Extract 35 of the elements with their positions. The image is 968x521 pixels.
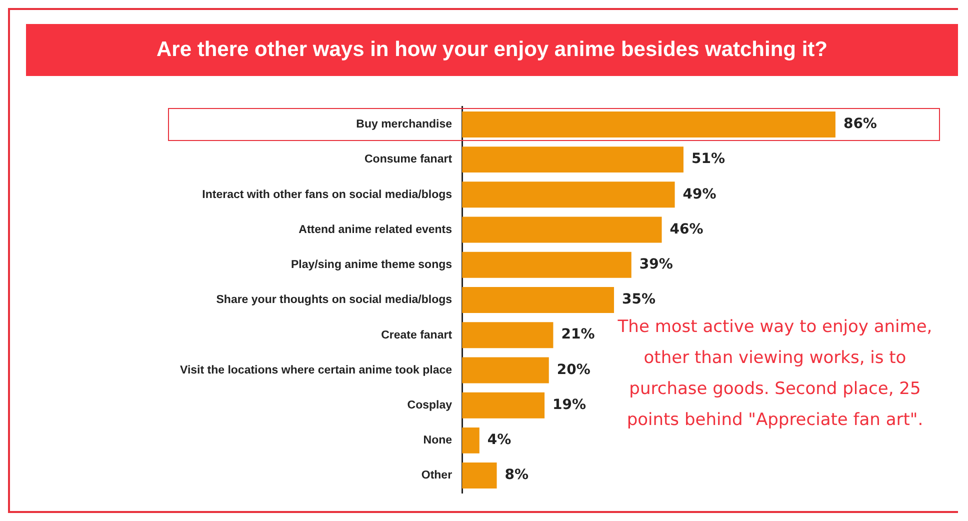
data-label: 19%	[552, 396, 586, 413]
data-label: 86%	[843, 116, 877, 132]
data-label: 35%	[622, 292, 656, 308]
data-label: 4%	[487, 432, 512, 448]
y-tick-label: Visit the locations where certain anime took place	[180, 364, 452, 376]
data-label: 20%	[556, 362, 590, 378]
annotation: The most active way to enjoy anime, other than viewing works, is to purchase goods. Second place, 25 points behind "Appreciate fan art".	[616, 316, 934, 432]
y-tick-label: Cosplay	[407, 400, 453, 412]
y-tick-label: Consume fanart	[364, 154, 452, 166]
bar	[462, 462, 497, 489]
data-label: 51%	[691, 151, 725, 168]
y-tick-label: Play/sing anime theme songs	[290, 259, 452, 272]
bar	[462, 392, 545, 418]
bar	[462, 216, 662, 243]
bar	[462, 182, 675, 208]
bar	[462, 252, 632, 278]
chart-title: Are there other ways in how your enjoy anime besides watching it?	[26, 24, 958, 76]
y-tick-label: Buy merchandise	[356, 118, 452, 131]
bar	[462, 111, 836, 138]
data-label: 21%	[561, 326, 595, 343]
y-tick-label: None	[423, 434, 452, 447]
bar	[462, 357, 549, 384]
bar	[462, 322, 554, 348]
bar	[462, 287, 614, 313]
data-label: 8%	[504, 467, 529, 484]
bar	[462, 427, 480, 454]
data-label: 49%	[682, 186, 716, 202]
y-tick-label: Share your thoughts on social media/blogs	[216, 294, 452, 306]
y-tick-label: Other	[421, 470, 453, 482]
data-label: 39%	[639, 256, 673, 273]
y-tick-label: Attend anime related events	[298, 224, 452, 236]
data-label: 46%	[670, 221, 704, 238]
y-tick-label: Interact with other fans on social media/blogs	[202, 188, 452, 201]
y-tick-label: Create fanart	[381, 329, 452, 342]
bar	[462, 146, 684, 173]
